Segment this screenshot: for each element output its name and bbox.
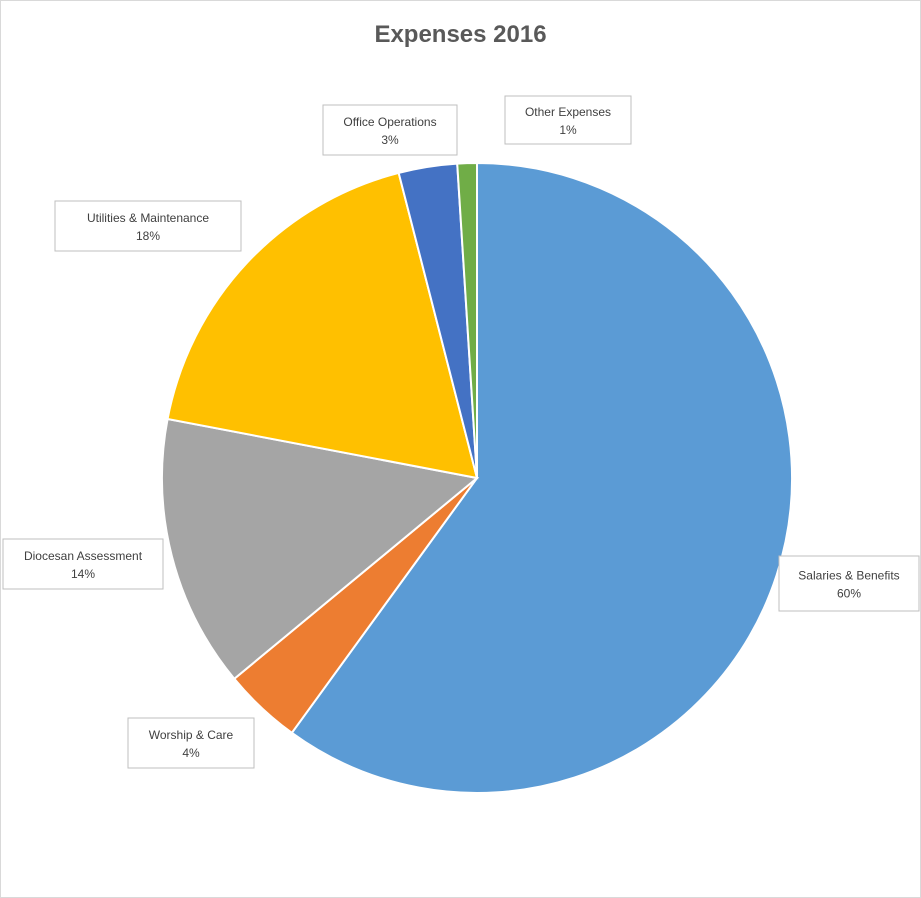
data-label-box <box>54 200 242 252</box>
data-label-percent: 18% <box>136 229 160 243</box>
data-label-box <box>2 538 164 590</box>
data-label-utilities-and-maintenance: Utilities & Maintenance 18% <box>54 200 242 252</box>
data-label-name: Office Operations <box>343 115 436 129</box>
data-label-other-expenses: Other Expenses 1% <box>504 95 632 145</box>
data-label-worship-and-care: Worship & Care 4% <box>127 717 255 769</box>
data-label-percent: 60% <box>837 587 861 601</box>
data-label-diocesan-assessment: Diocesan Assessment 14% <box>2 538 164 590</box>
data-label-box <box>778 555 920 612</box>
data-label-percent: 4% <box>182 746 200 760</box>
data-label-salaries-and-benefits: Salaries & Benefits 60% <box>778 555 920 612</box>
data-label-box <box>322 104 458 156</box>
data-label-percent: 3% <box>381 133 399 147</box>
pie-slice-utilities-and-maintenance <box>166 171 479 480</box>
data-label-box <box>504 95 632 145</box>
data-label-name: Worship & Care <box>149 728 234 742</box>
data-label-name: Other Expenses <box>525 105 611 119</box>
pie-slice-salaries-and-benefits <box>290 161 793 794</box>
data-label-name: Utilities & Maintenance <box>87 211 209 225</box>
pie-slice-diocesan-assessment <box>161 417 480 681</box>
chart-title: Expenses 2016 <box>374 21 547 48</box>
data-label-office-operations: Office Operations 3% <box>322 104 458 156</box>
data-label-percent: 14% <box>71 567 95 581</box>
pie-slice-other-expenses <box>456 161 478 479</box>
data-label-name: Diocesan Assessment <box>24 549 143 563</box>
data-label-percent: 1% <box>559 123 577 137</box>
data-label-name: Salaries & Benefits <box>798 569 899 583</box>
data-label-box <box>127 717 255 769</box>
